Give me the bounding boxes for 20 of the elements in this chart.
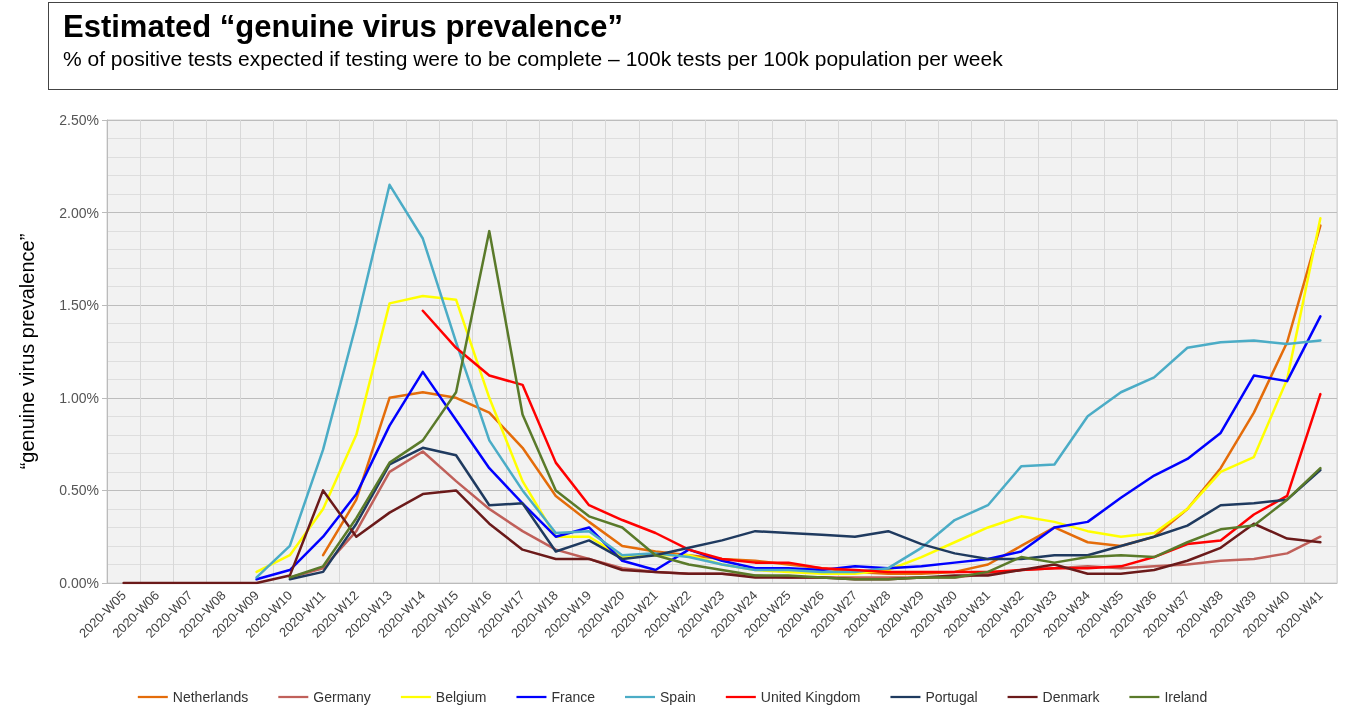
y-axis-title: “genuine virus prevalence” bbox=[16, 233, 38, 470]
y-tick-label: 1.50% bbox=[59, 297, 99, 314]
legend-label: Denmark bbox=[1042, 689, 1101, 705]
legend-label: Spain bbox=[660, 689, 696, 705]
legend-label: Ireland bbox=[1164, 689, 1208, 705]
legend-label: Netherlands bbox=[172, 689, 249, 705]
chart-title: Estimated “genuine virus prevalence” bbox=[63, 9, 624, 45]
legend-label: United Kingdom bbox=[760, 689, 861, 705]
y-tick-label: 1.00% bbox=[59, 389, 99, 406]
line-series bbox=[255, 315, 1322, 581]
legend-label: Portugal bbox=[925, 689, 978, 705]
y-tick-label: 0.50% bbox=[59, 482, 99, 499]
y-tick-label: 2.00% bbox=[59, 204, 99, 221]
legend-label: Germany bbox=[313, 689, 371, 705]
legend-label: Belgium bbox=[435, 689, 487, 705]
y-tick-label: 0.00% bbox=[59, 575, 99, 591]
y-tick-label: 2.50% bbox=[59, 112, 99, 128]
chart-subtitle: % of positive tests expected if testing were to be complete – 100k tests per 100k population per week bbox=[63, 47, 1004, 71]
line-series bbox=[421, 309, 1322, 574]
legend-label: France bbox=[551, 689, 596, 705]
